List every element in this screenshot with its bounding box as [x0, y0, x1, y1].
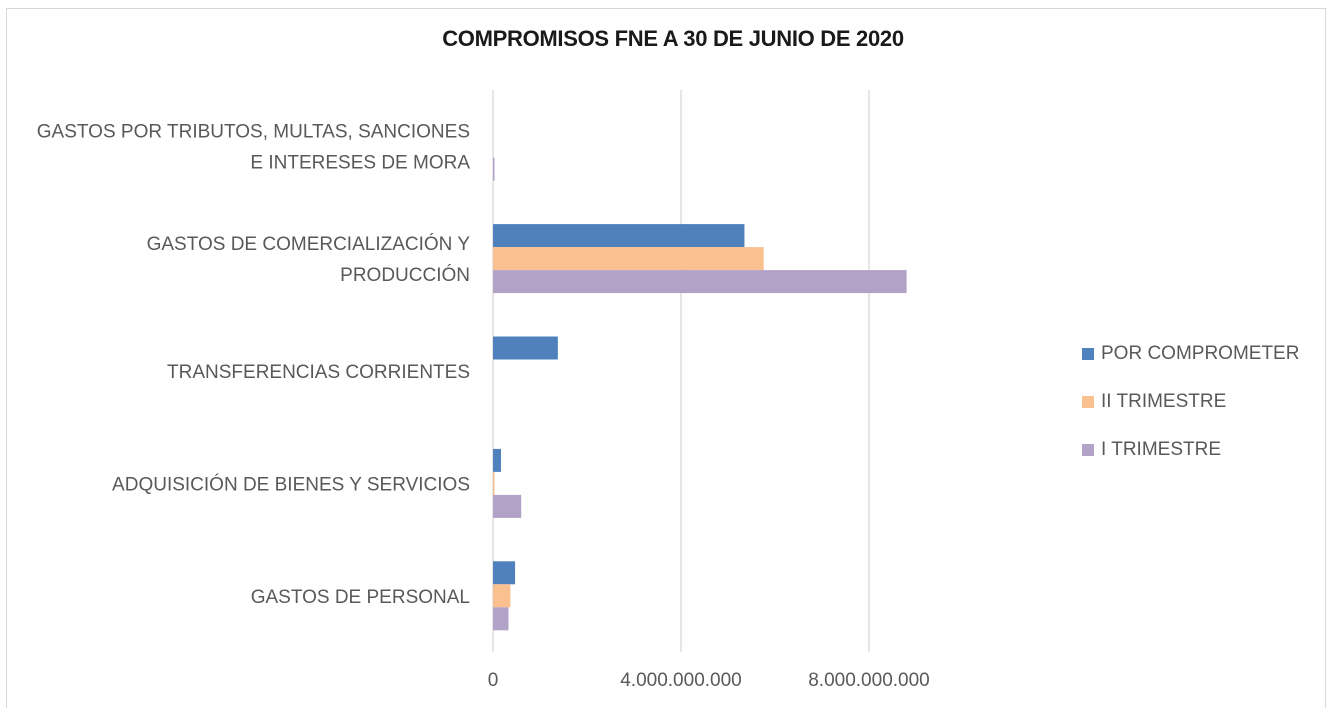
category-labels: GASTOS POR TRIBUTOS, MULTAS, SANCIONES E … [37, 122, 471, 608]
category-label: GASTOS DE COMERCIALIZACIÓN Y [147, 233, 471, 255]
bar [493, 471, 495, 495]
category-label: ADQUISICIÓN DE BIENES Y SERVICIOS [112, 473, 470, 495]
category-label: TRANSFERENCIAS CORRIENTES [167, 362, 470, 383]
legend-item-ii-trimestre: II TRIMESTRE [1082, 378, 1299, 426]
chart-frame [6, 8, 1326, 708]
bar [493, 494, 522, 518]
legend-label: II TRIMESTRE [1101, 391, 1227, 412]
category-label: GASTOS DE PERSONAL [251, 587, 470, 608]
legend-label: POR COMPROMETER [1101, 343, 1300, 364]
category-label: GASTOS POR TRIBUTOS, MULTAS, SANCIONES [37, 122, 470, 143]
bar [493, 270, 907, 294]
bar [493, 224, 745, 248]
bar [493, 336, 558, 360]
category-label: PRODUCCIÓN [340, 264, 470, 286]
gridlines [492, 90, 870, 652]
bar [493, 247, 764, 271]
legend-swatch [1082, 444, 1094, 456]
category-label: E INTERESES DE MORA [250, 153, 470, 174]
x-tick-label: 8.000.000.000 [808, 670, 930, 691]
legend-swatch [1082, 348, 1094, 360]
bar [493, 607, 509, 631]
tick-labels: 0 4.000.000.000 8.000.000.000 [488, 670, 930, 691]
x-tick-label: 4.000.000.000 [620, 670, 742, 691]
bar [493, 448, 501, 472]
bar [493, 157, 495, 181]
legend-item-por-comprometer: POR COMPROMETER [1082, 330, 1299, 378]
chart-title: COMPROMISOS FNE A 30 DE JUNIO DE 2020 [442, 26, 904, 51]
bar [493, 584, 511, 608]
legend-label: I TRIMESTRE [1101, 439, 1221, 460]
bars [493, 157, 907, 631]
x-tick-label: 0 [488, 670, 499, 691]
legend: POR COMPROMETER II TRIMESTRE I TRIMESTRE [1082, 330, 1299, 474]
bar [493, 561, 516, 585]
legend-item-i-trimestre: I TRIMESTRE [1082, 426, 1299, 474]
legend-swatch [1082, 396, 1094, 408]
